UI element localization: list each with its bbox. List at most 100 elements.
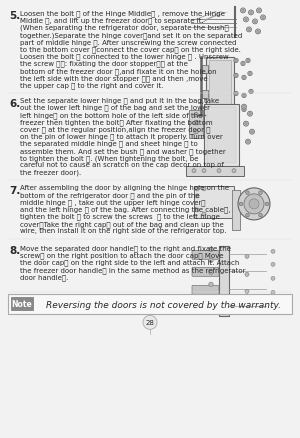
Circle shape: [234, 106, 238, 110]
Text: Move the separated door handleⓒ to the right and fixate the: Move the separated door handleⓒ to the r…: [20, 245, 231, 251]
FancyBboxPatch shape: [194, 187, 234, 219]
Circle shape: [242, 94, 246, 99]
Text: Note: Note: [12, 300, 32, 309]
Circle shape: [239, 203, 243, 206]
Circle shape: [250, 130, 254, 135]
Text: bottom of the freezer door ⓝ,and fixate it on the hole on: bottom of the freezer door ⓝ,and fixate …: [20, 68, 217, 74]
Text: part of middle hinge ⓑ. After unscrewing the screw connected: part of middle hinge ⓑ. After unscrewing…: [20, 39, 236, 46]
Text: Loosen the bolt ⓗ connected to the lower hinge ⓘ . Unscrew: Loosen the bolt ⓗ connected to the lower…: [20, 53, 229, 60]
Text: and the left hinge ⓞ of the bag. After connecting the cableⓓ,: and the left hinge ⓞ of the bag. After c…: [20, 206, 230, 212]
Circle shape: [209, 247, 213, 252]
Circle shape: [271, 250, 275, 254]
Text: 6.: 6.: [9, 99, 20, 108]
Circle shape: [245, 290, 249, 293]
Text: the freezer door handleⓔ in the same method as the refrigerator: the freezer door handleⓔ in the same met…: [20, 266, 245, 273]
FancyBboxPatch shape: [232, 191, 240, 230]
Circle shape: [254, 21, 256, 24]
Text: Middle ⓑ, and lift up the freezer doorⓒ to separate it.: Middle ⓑ, and lift up the freezer doorⓒ …: [20, 18, 204, 24]
Circle shape: [248, 29, 250, 32]
Text: to the bottom cover ⓕconnect the cover capⓖ on the right side.: to the bottom cover ⓕconnect the cover c…: [20, 46, 241, 53]
Circle shape: [262, 17, 264, 20]
Text: wire, then install it on the right side of the refrigerator top.: wire, then install it on the right side …: [20, 228, 226, 233]
Circle shape: [241, 62, 245, 67]
Circle shape: [195, 187, 199, 191]
Text: freezer then tighten the boltⓑ After fixating the bottom: freezer then tighten the boltⓑ After fix…: [20, 119, 213, 126]
Circle shape: [209, 294, 213, 299]
Text: careful not to cause an scratch on the cap decor on top of: careful not to cause an scratch on the c…: [20, 162, 224, 168]
Text: screwⓓ on the right position to attach the door capⓑ Move: screwⓓ on the right position to attach t…: [20, 252, 223, 258]
Circle shape: [202, 170, 206, 173]
Circle shape: [246, 191, 249, 195]
FancyBboxPatch shape: [204, 104, 239, 166]
Circle shape: [258, 10, 260, 13]
Circle shape: [234, 59, 238, 64]
Text: out the lower left hinge ⓞ of the bag and set the lower: out the lower left hinge ⓞ of the bag an…: [20, 105, 210, 111]
Circle shape: [245, 307, 249, 311]
FancyBboxPatch shape: [192, 303, 219, 311]
FancyBboxPatch shape: [189, 110, 203, 138]
Circle shape: [245, 140, 250, 145]
Circle shape: [259, 214, 262, 217]
Circle shape: [209, 258, 213, 263]
Text: left hingeⓟ on the bottom hole of the left side of the: left hingeⓟ on the bottom hole of the le…: [20, 112, 203, 118]
Text: 8.: 8.: [9, 246, 20, 256]
Circle shape: [195, 208, 199, 212]
Text: to tighten the bolt ⓐ. (When tightening the bolt, be: to tighten the bolt ⓐ. (When tightening …: [20, 155, 198, 162]
Circle shape: [256, 9, 262, 14]
Circle shape: [202, 212, 206, 216]
FancyBboxPatch shape: [202, 66, 208, 74]
Text: Reversing the doors is not covered by the warranty.: Reversing the doors is not covered by th…: [46, 300, 280, 309]
Circle shape: [243, 95, 245, 97]
Circle shape: [250, 12, 252, 14]
Circle shape: [246, 59, 250, 64]
Text: assemble them. And set the bush ⓓ and washer ⓐ together: assemble them. And set the bush ⓓ and wa…: [20, 148, 226, 154]
Circle shape: [234, 74, 238, 78]
Circle shape: [271, 263, 275, 267]
Circle shape: [257, 31, 259, 34]
Circle shape: [260, 16, 266, 21]
Circle shape: [248, 11, 253, 16]
Circle shape: [248, 112, 253, 117]
FancyBboxPatch shape: [8, 295, 292, 314]
Text: the left side with the door stopper ⓛⓜ and then ,move: the left side with the door stopper ⓛⓜ a…: [20, 75, 208, 81]
Text: Set the separate lower hinge ⓘ and put it in the bag,take: Set the separate lower hinge ⓘ and put i…: [20, 97, 219, 104]
Circle shape: [235, 93, 237, 95]
Circle shape: [247, 60, 249, 62]
Text: tighten the bolt ⓐ to screw the screws  ⓐ to the left hinge: tighten the bolt ⓐ to screw the screws ⓐ…: [20, 213, 220, 220]
Text: together.)Separate the hinge coverⓔand set it on the separated: together.)Separate the hinge coverⓔand s…: [20, 32, 242, 39]
FancyBboxPatch shape: [192, 286, 219, 295]
Circle shape: [209, 307, 213, 311]
Circle shape: [242, 76, 246, 81]
Circle shape: [194, 130, 198, 134]
FancyBboxPatch shape: [186, 166, 244, 176]
Circle shape: [241, 9, 245, 14]
FancyBboxPatch shape: [219, 247, 229, 317]
Circle shape: [217, 170, 221, 173]
Circle shape: [243, 77, 245, 79]
Circle shape: [242, 63, 244, 65]
Circle shape: [253, 20, 257, 25]
Circle shape: [248, 72, 252, 77]
Circle shape: [238, 188, 270, 220]
Circle shape: [249, 73, 251, 75]
Circle shape: [271, 305, 275, 309]
Text: middle hinge ⓑ , take out the upper left hinge coverⓒ: middle hinge ⓑ , take out the upper left…: [20, 199, 206, 205]
Circle shape: [194, 113, 198, 117]
Circle shape: [247, 141, 249, 144]
Circle shape: [209, 271, 213, 275]
Circle shape: [209, 283, 213, 287]
Text: Loosen the bolt ⓐ of the Hinge Middleⓑ , remove the Hinge: Loosen the bolt ⓐ of the Hinge Middleⓑ ,…: [20, 11, 225, 17]
FancyBboxPatch shape: [192, 251, 219, 260]
Text: door handleⓕ.: door handleⓕ.: [20, 273, 68, 280]
Circle shape: [194, 121, 198, 126]
Circle shape: [271, 291, 275, 295]
Text: cover ⓕ at the regular position,align the freezer door ⓒ: cover ⓕ at the regular position,align th…: [20, 126, 211, 133]
FancyBboxPatch shape: [209, 61, 231, 107]
Text: the screw ⓙⓚ: fixating the door stopperⓛⓜ at the: the screw ⓙⓚ: fixating the door stopperⓛ…: [20, 61, 188, 67]
Text: coverⓒTake the right capⓑ out of the bag and clean up the: coverⓒTake the right capⓑ out of the bag…: [20, 220, 224, 227]
Circle shape: [202, 187, 206, 191]
Circle shape: [244, 122, 248, 127]
Text: 5.: 5.: [9, 11, 20, 21]
Text: the door capⓑ on the right side to the left and attach it. Attach: the door capⓑ on the right side to the l…: [20, 259, 239, 266]
Circle shape: [251, 131, 253, 134]
